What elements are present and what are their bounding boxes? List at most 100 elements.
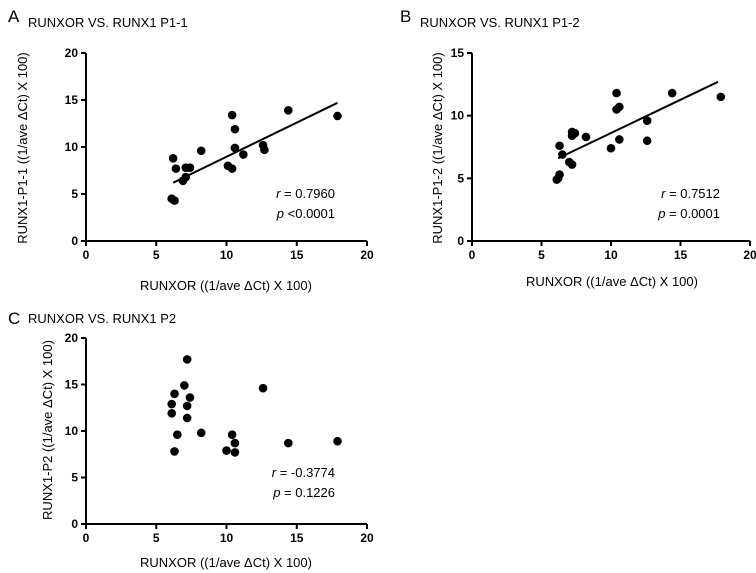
panel-letter-c: C <box>8 309 20 328</box>
panel-a-p-symbol: p <box>276 206 284 221</box>
panel-a: A RUNXOR VS. RUNX1 P1-1 0 5 10 15 20 0 5 10 15 20… <box>8 7 374 293</box>
panel-b-p-symbol: p <box>657 206 665 221</box>
panel-b-data-point <box>558 150 567 159</box>
panel-c-x-tick-label: 0 <box>83 531 90 545</box>
panel-a-data-point <box>171 164 181 173</box>
panel-b-x-tick-label: 0 <box>469 248 476 262</box>
panel-b-x-tick-label: 15 <box>674 248 688 262</box>
panel-c-data-point <box>185 393 195 402</box>
panel-c-data-point <box>182 355 192 364</box>
panel-b-data-point <box>615 102 624 112</box>
panel-c-data-point <box>182 413 192 423</box>
panel-a-r-symbol: r <box>276 186 281 201</box>
panel-a-data-point <box>227 164 237 173</box>
panel-b-r-symbol: r <box>661 186 666 201</box>
panel-c-data-point <box>284 438 293 448</box>
panel-b-data-point <box>555 141 564 151</box>
panel-c-y-tick-label: 5 <box>71 471 78 485</box>
panel-c-x-tick-label: 20 <box>360 531 374 545</box>
panel-a-data-point <box>239 150 248 159</box>
panel-b-data-point <box>581 132 591 142</box>
panel-a-p-value: <0.0001 <box>284 206 335 221</box>
panel-a-data-point <box>284 106 293 115</box>
panel-a-data-point <box>185 163 195 172</box>
panel-b-y-tick-label: 15 <box>451 46 465 60</box>
panel-c-data-point <box>230 438 240 448</box>
panel-b-data-point <box>642 136 652 146</box>
panel-c-data-point <box>182 401 192 411</box>
panel-c-r-value: = -0.3774 <box>276 465 335 480</box>
panel-b-data-point <box>570 128 580 138</box>
panel-c-data-point <box>167 409 177 418</box>
panel-a-y-tick-label: 10 <box>65 140 79 154</box>
panel-a-data-point <box>196 146 206 156</box>
panel-a-x-axis-label: RUNXOR ((1/ave ΔCt) X 100) <box>140 278 312 293</box>
panel-c-y-tick-label: 0 <box>71 517 78 531</box>
panel-b-x-axis-label: RUNXOR ((1/ave ΔCt) X 100) <box>526 274 698 289</box>
panel-c-x-tick-label: 10 <box>220 531 234 545</box>
panel-a-plot: 0 5 10 15 20 0 5 10 15 20 <box>65 46 374 262</box>
panel-b-r-stat: r = 0.7512 <box>661 186 720 201</box>
panel-a-y-axis-label: RUNX1-P1-1 ((1/ave ΔCt) X 100) <box>15 52 30 243</box>
panel-c-title: RUNXOR VS. RUNX1 P2 <box>28 311 176 326</box>
panel-a-data-point <box>170 196 179 205</box>
panel-c-plot: 0 5 10 15 20 0 5 10 15 20 <box>65 331 374 545</box>
panel-c-data-point <box>167 399 177 409</box>
panel-a-data-point <box>181 172 191 182</box>
panel-a-y-tick-label: 5 <box>71 187 78 201</box>
panel-letter-b: B <box>400 7 411 26</box>
panel-a-x-tick-label: 15 <box>290 248 304 262</box>
panel-c: C RUNXOR VS. RUNX1 P2 0 5 10 15 20 0 5 10 15 20 R… <box>8 309 374 570</box>
panel-b: B RUNXOR VS. RUNX1 P1-2 0 5 10 15 20 0 5 10 15 R… <box>400 7 756 289</box>
panel-c-data-point <box>173 430 182 440</box>
panel-c-data-point <box>196 428 206 438</box>
panel-c-data-point <box>170 447 179 456</box>
panel-a-p-stat: p <0.0001 <box>276 206 335 221</box>
panel-c-data-point <box>180 381 189 390</box>
panel-c-x-tick-label: 5 <box>153 531 160 545</box>
panel-c-data-point <box>222 446 231 455</box>
panel-b-data-point <box>667 88 677 98</box>
panel-c-data-point <box>227 430 237 440</box>
panel-c-x-axis-label: RUNXOR ((1/ave ΔCt) X 100) <box>140 555 312 570</box>
panel-c-p-value: = 0.1226 <box>280 485 335 500</box>
panel-b-data-point <box>716 92 726 102</box>
panel-b-p-stat: p = 0.0001 <box>657 206 720 221</box>
panel-b-data-point <box>642 116 652 125</box>
panel-b-data-point <box>615 135 624 144</box>
panel-b-regression-line <box>557 80 719 160</box>
panel-c-p-stat: p = 0.1226 <box>272 485 335 500</box>
panel-a-r-stat: r = 0.7960 <box>276 186 335 201</box>
panel-c-y-tick-label: 10 <box>65 424 79 438</box>
panel-c-p-symbol: p <box>272 485 280 500</box>
panel-a-x-tick-label: 10 <box>220 248 234 262</box>
panel-b-p-value: = 0.0001 <box>665 206 720 221</box>
panel-c-y-tick-label: 20 <box>65 331 79 345</box>
panel-b-y-axis-label: RUNX1-P1-2 ((1/ave ΔCt) X 100) <box>430 52 445 243</box>
panel-b-data-point <box>606 143 616 153</box>
panel-a-data-point <box>260 145 269 155</box>
panel-a-x-tick-label: 0 <box>83 248 90 262</box>
panel-a-data-point <box>230 143 240 153</box>
panel-a-data-point <box>168 153 178 163</box>
panel-c-data-point <box>333 436 342 446</box>
panel-c-x-tick-label: 15 <box>290 531 304 545</box>
panel-b-y-tick-label: 5 <box>457 171 464 185</box>
panel-a-r-value: = 0.7960 <box>280 186 335 201</box>
panel-b-y-tick-label: 10 <box>451 109 465 123</box>
panel-b-title: RUNXOR VS. RUNX1 P1-2 <box>420 15 580 30</box>
panel-c-data-point <box>170 389 179 399</box>
panel-b-x-tick-label: 5 <box>538 248 545 262</box>
panel-b-x-tick-label: 10 <box>604 248 618 262</box>
panel-b-x-tick-label: 20 <box>743 248 756 262</box>
panel-c-r-symbol: r <box>272 465 277 480</box>
panel-a-data-point <box>227 110 237 120</box>
panel-a-y-tick-label: 0 <box>71 234 78 248</box>
panel-letter-a: A <box>8 7 20 26</box>
panel-b-data-point <box>555 170 564 179</box>
panel-c-y-tick-label: 15 <box>65 378 79 392</box>
panel-a-data-point <box>333 111 342 121</box>
panel-a-title: RUNXOR VS. RUNX1 P1-1 <box>28 15 188 30</box>
panel-a-y-tick-label: 20 <box>65 46 79 60</box>
